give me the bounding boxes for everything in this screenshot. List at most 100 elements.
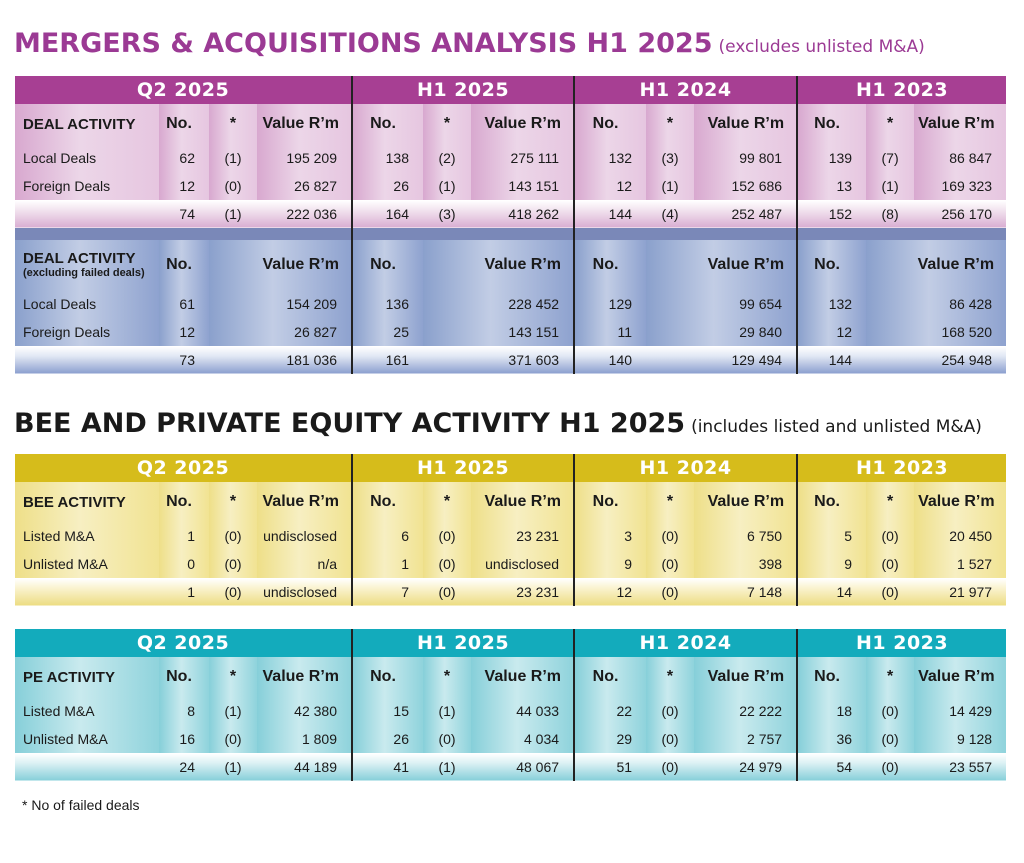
cell-value: 256 170 — [914, 199, 1007, 228]
col-no: No. — [352, 482, 423, 522]
cell-value: 1 527 — [914, 550, 1007, 578]
col-value: Value R’m — [694, 657, 799, 697]
cell-no: 136 — [352, 290, 423, 318]
cell-no: 8 — [159, 697, 209, 725]
col-no: No. — [574, 240, 647, 290]
cell-failed: (0) — [423, 577, 471, 606]
period-header-row: Q2 2025 H1 2025 H1 2024 H1 2023 — [15, 454, 1007, 482]
total-row: 1 (0) undisclosed 7 (0) 23 231 12 (0) 7 … — [15, 577, 1007, 606]
table-row: Unlisted M&A 16 (0) 1 809 26 (0) 4 034 2… — [15, 725, 1007, 753]
total-label — [15, 752, 159, 781]
cell-value: 9 128 — [914, 725, 1007, 753]
table-row: Unlisted M&A 0 (0) n/a 1 (0) undisclosed… — [15, 550, 1007, 578]
cell-value: 252 487 — [694, 199, 799, 228]
period-h1-2025: H1 2025 — [352, 629, 576, 657]
cell-value: 86 428 — [866, 290, 1007, 318]
cell-value: 129 494 — [646, 345, 799, 374]
col-no: No. — [797, 657, 867, 697]
cell-no: 12 — [797, 318, 867, 346]
cell-failed: (0) — [866, 725, 915, 753]
cell-value: 26 827 — [257, 172, 353, 200]
cell-no: 152 — [797, 199, 867, 228]
col-star: * — [209, 657, 257, 697]
cell-failed: (0) — [866, 752, 915, 781]
cell-no: 12 — [574, 577, 647, 606]
cell-value: 6 750 — [694, 522, 799, 550]
cell-value: 42 380 — [257, 697, 353, 725]
cell-no: 1 — [352, 550, 423, 578]
cell-no: 6 — [352, 522, 423, 550]
cell-value: 4 034 — [471, 725, 576, 753]
cell-value: 275 111 — [471, 144, 576, 172]
cell-no: 74 — [159, 199, 209, 228]
cell-failed: (0) — [866, 522, 915, 550]
cell-no: 26 — [352, 725, 423, 753]
cell-failed: (4) — [646, 199, 695, 228]
cell-failed: (0) — [209, 550, 257, 578]
col-star: * — [866, 657, 915, 697]
col-value: Value R’m — [257, 104, 353, 144]
cell-value: 181 036 — [209, 345, 353, 374]
cell-failed: (1) — [646, 172, 695, 200]
row-label: Unlisted M&A — [15, 550, 159, 578]
cell-failed: (0) — [646, 725, 695, 753]
cell-no: 140 — [574, 345, 647, 374]
cell-failed: (0) — [646, 697, 695, 725]
period-h1-2024: H1 2024 — [574, 454, 799, 482]
period-h1-2023: H1 2023 — [856, 632, 949, 654]
cell-failed: (7) — [866, 144, 915, 172]
cell-failed: (1) — [209, 697, 257, 725]
cell-no: 61 — [159, 290, 209, 318]
cell-no: 24 — [159, 752, 209, 781]
col-value: Value R’m — [423, 240, 576, 290]
total-row: 74 (1) 222 036 164 (3) 418 262 144 (4) 2… — [15, 199, 1007, 228]
cell-no: 22 — [574, 697, 647, 725]
cell-no: 7 — [352, 577, 423, 606]
period-h1-2023: H1 2023 — [856, 79, 949, 101]
cell-failed: (0) — [209, 172, 257, 200]
col-no: No. — [574, 482, 647, 522]
cell-failed: (0) — [646, 522, 695, 550]
period-q2-2025: Q2 2025 — [15, 454, 353, 482]
cell-no: 18 — [797, 697, 867, 725]
section-label-main: DEAL ACTIVITY — [23, 249, 136, 267]
cell-failed: (1) — [209, 144, 257, 172]
col-no: No. — [352, 104, 423, 144]
col-value: Value R’m — [866, 240, 1007, 290]
cell-no: 12 — [159, 318, 209, 346]
table-row: Local Deals 61 154 209 136 228 452 129 9… — [15, 290, 1007, 318]
cell-no: 14 — [797, 577, 867, 606]
title-sub: (excludes unlisted M&A) — [718, 37, 925, 57]
title-sub: (includes listed and unlisted M&A) — [691, 417, 982, 437]
col-value: Value R’m — [471, 482, 576, 522]
cell-value: 418 262 — [471, 199, 576, 228]
cell-value: 168 520 — [866, 318, 1007, 346]
col-value: Value R’m — [257, 657, 353, 697]
col-no: No. — [574, 104, 647, 144]
ma-analysis-title: MERGERS & ACQUISITIONS ANALYSIS H1 2025(… — [14, 28, 925, 59]
cell-value: 44 033 — [471, 697, 576, 725]
cell-failed: (0) — [209, 577, 257, 606]
cell-value: 14 429 — [914, 697, 1007, 725]
cell-value: 99 801 — [694, 144, 799, 172]
cell-no: 139 — [797, 144, 867, 172]
cell-value: undisclosed — [257, 522, 353, 550]
col-value: Value R’m — [257, 482, 353, 522]
cell-no: 161 — [352, 345, 423, 374]
cell-no: 12 — [159, 172, 209, 200]
cell-no: 16 — [159, 725, 209, 753]
total-label — [15, 345, 159, 374]
section-label: DEAL ACTIVITY — [15, 104, 159, 144]
cell-no: 12 — [574, 172, 647, 200]
col-star: * — [646, 482, 695, 522]
col-value: Value R’m — [914, 482, 1007, 522]
cell-value: 44 189 — [257, 752, 353, 781]
col-star: * — [423, 657, 471, 697]
cell-failed: (1) — [423, 172, 471, 200]
cell-no: 0 — [159, 550, 209, 578]
cell-no: 36 — [797, 725, 867, 753]
cell-value: 371 603 — [423, 345, 576, 374]
cell-failed: (0) — [423, 550, 471, 578]
cell-no: 129 — [574, 290, 647, 318]
col-star: * — [209, 104, 257, 144]
